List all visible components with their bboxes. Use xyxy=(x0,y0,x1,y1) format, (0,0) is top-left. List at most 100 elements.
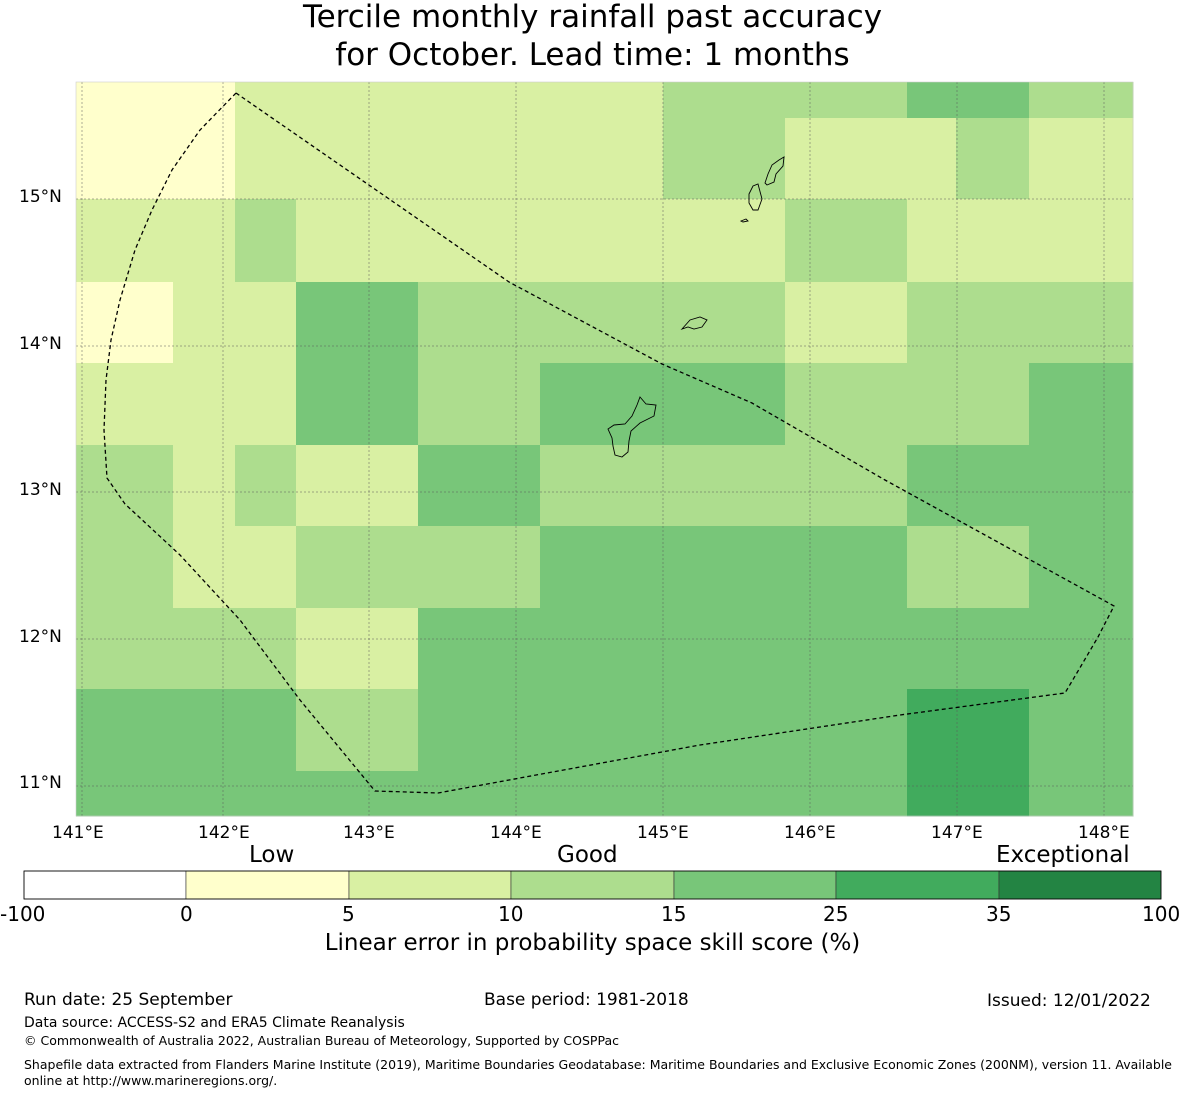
grid-cell xyxy=(663,608,786,690)
eez-boundary xyxy=(103,92,1115,794)
grid-cell xyxy=(418,771,541,817)
grid-cell xyxy=(785,282,908,364)
grid-cell xyxy=(1029,771,1134,817)
colorbar-swatch xyxy=(348,870,512,900)
grid-cell xyxy=(173,526,236,609)
grid-cell xyxy=(173,82,236,119)
colorbar xyxy=(23,870,1162,900)
grid-cell xyxy=(907,282,957,364)
grid-cell xyxy=(296,363,419,446)
grid-cell xyxy=(76,282,174,364)
grid-cell xyxy=(540,771,664,817)
grid-cell xyxy=(540,608,664,690)
grid-cell xyxy=(956,282,1030,364)
grid-cell xyxy=(296,608,419,690)
lon-tick-label: 142°E xyxy=(198,823,250,843)
grid-cell xyxy=(785,82,908,119)
grid-cell xyxy=(235,526,297,609)
grid-cell xyxy=(418,608,541,690)
grid-cell xyxy=(907,526,957,609)
grid-cell xyxy=(907,689,957,772)
colorbar-tick: 15 xyxy=(661,902,687,926)
grid-cell xyxy=(173,363,236,446)
colorbar-swatch xyxy=(510,870,675,900)
grid-cell xyxy=(956,445,1030,527)
grid-cell xyxy=(785,199,908,283)
grid-cell xyxy=(296,282,419,364)
lon-tick-label: 148°E xyxy=(1078,823,1130,843)
grid-cell xyxy=(418,363,541,446)
island-guam xyxy=(607,396,657,458)
grid-cell xyxy=(663,199,786,283)
grid-cell xyxy=(235,363,297,446)
lon-tick-label: 145°E xyxy=(637,823,689,843)
grid-cell xyxy=(418,526,541,609)
colorbar-swatch xyxy=(673,870,837,900)
grid-cell xyxy=(785,118,908,200)
graticule xyxy=(76,82,1133,816)
shapefile-credit: Shapefile data extracted from Flanders M… xyxy=(24,1057,1172,1088)
grid-cell xyxy=(956,118,1030,200)
grid-cell xyxy=(663,282,786,364)
island-rota xyxy=(680,316,708,330)
colorbar-heading-good: Good xyxy=(557,842,618,868)
colorbar-swatch xyxy=(185,870,350,900)
grid-cell xyxy=(296,82,419,119)
grid-cell xyxy=(907,363,957,446)
grid-cell xyxy=(907,771,957,817)
grid-cell xyxy=(956,689,1030,772)
grid-cell xyxy=(76,689,174,772)
grid-cell xyxy=(235,771,297,817)
grid-cell xyxy=(235,689,297,772)
grid-cell xyxy=(235,199,297,283)
lat-tick-label: 15°N xyxy=(19,187,62,207)
grid-cell xyxy=(76,363,174,446)
grid-cell xyxy=(418,199,541,283)
grid-cell xyxy=(1029,282,1134,364)
grid-cell xyxy=(907,118,957,200)
grid-cell xyxy=(296,526,419,609)
chart-title-line-2: for October. Lead time: 1 months xyxy=(335,37,850,73)
grid-cell xyxy=(1029,608,1134,690)
grid-cell xyxy=(1029,82,1134,119)
grid-cell xyxy=(173,199,236,283)
grid-cell xyxy=(907,82,957,119)
skill-grid xyxy=(76,82,1134,817)
grid-cell xyxy=(956,363,1030,446)
grid-cell xyxy=(235,82,297,119)
lat-tick-label: 13°N xyxy=(19,480,62,500)
colorbar-tick: 100 xyxy=(1142,902,1181,926)
grid-cell xyxy=(540,363,664,446)
grid-cell xyxy=(663,526,786,609)
grid-cell xyxy=(540,282,664,364)
grid-cell xyxy=(663,82,786,119)
grid-cell xyxy=(663,363,786,446)
grid-cell xyxy=(1029,526,1134,609)
grid-cell xyxy=(296,445,419,527)
map-frame xyxy=(75,81,1134,817)
data-source: Data source: ACCESS-S2 and ERA5 Climate … xyxy=(24,1015,405,1031)
grid-cell xyxy=(907,608,957,690)
colorbar-swatch xyxy=(23,870,187,900)
grid-cell xyxy=(663,771,786,817)
grid-cell xyxy=(785,363,908,446)
lat-tick-label: 14°N xyxy=(19,334,62,354)
colorbar-tick: 35 xyxy=(986,902,1012,926)
grid-cell xyxy=(956,82,1030,119)
grid-cell xyxy=(540,689,664,772)
grid-cell xyxy=(956,526,1030,609)
grid-cell xyxy=(76,82,174,119)
grid-cell xyxy=(418,282,541,364)
grid-cell xyxy=(418,445,541,527)
grid-cell xyxy=(785,445,908,527)
colorbar-frame xyxy=(23,870,1162,900)
grid-cell xyxy=(1029,199,1134,283)
lon-tick-label: 147°E xyxy=(931,823,983,843)
grid-cell xyxy=(296,771,419,817)
colorbar-swatch xyxy=(998,870,1162,900)
grid-cell xyxy=(173,771,236,817)
grid-cell xyxy=(540,118,664,200)
grid-cell xyxy=(907,199,957,283)
lat-tick-label: 11°N xyxy=(19,773,62,793)
grid-cell xyxy=(785,771,908,817)
